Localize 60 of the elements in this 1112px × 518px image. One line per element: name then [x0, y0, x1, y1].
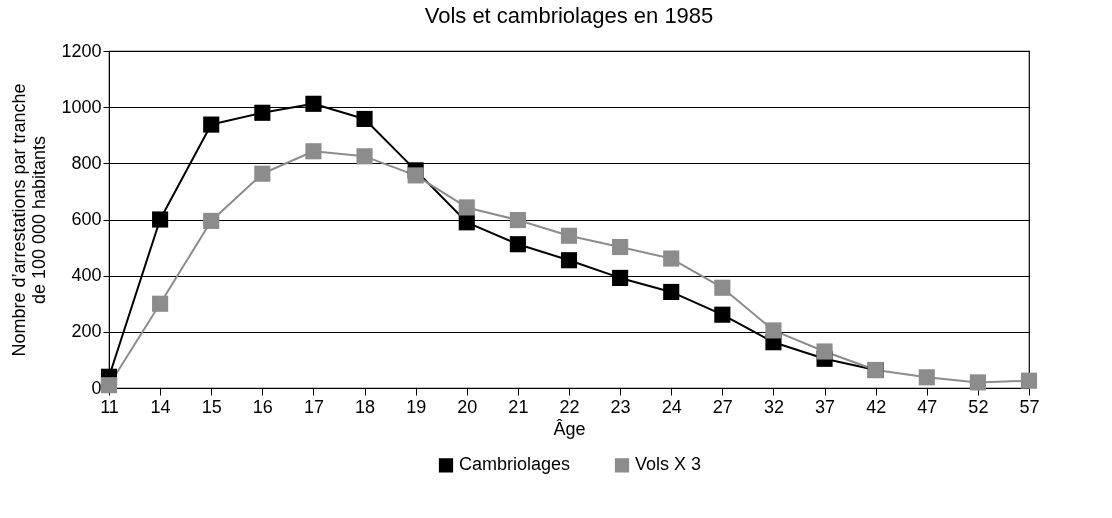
point — [918, 369, 935, 386]
x-tick-label: 24 — [661, 396, 682, 417]
x-tick-label: 23 — [610, 396, 631, 417]
point — [254, 165, 271, 182]
point — [663, 283, 680, 301]
point — [1020, 372, 1038, 389]
point — [356, 110, 373, 128]
y-tick-label: 0 — [91, 377, 102, 398]
x-tick-label: 21 — [508, 396, 529, 417]
x-tick-label: 20 — [457, 396, 478, 417]
y-tick-label: 400 — [71, 265, 102, 286]
x-tick-label: 17 — [303, 396, 324, 417]
point — [356, 148, 373, 165]
y-tick-label: 200 — [71, 321, 102, 342]
point — [254, 104, 271, 121]
legend-label: Cambriolages — [459, 454, 571, 475]
point — [100, 377, 118, 394]
point — [152, 295, 169, 312]
point — [203, 116, 220, 133]
y-axis-title: Nombre d’arrestations par tranche de 100 000 habitants — [9, 83, 50, 357]
point — [509, 212, 526, 229]
point — [305, 143, 322, 160]
point — [458, 214, 475, 231]
y-tick-label: 1000 — [61, 96, 102, 117]
y-tick-label: 600 — [71, 209, 102, 229]
point — [765, 322, 782, 339]
y-tick-label: 800 — [71, 152, 102, 173]
x-tick-label: 27 — [712, 396, 733, 417]
x-tick-label: 52 — [968, 396, 989, 417]
point — [663, 250, 680, 267]
point — [152, 211, 169, 228]
x-tick-label: 37 — [815, 396, 836, 417]
x-axis-title: Âge — [553, 418, 586, 439]
x-tick-label: 42 — [866, 396, 887, 417]
y-tick-label: 1200 — [61, 40, 102, 61]
x-tick-label: 19 — [406, 396, 427, 417]
x-tick-label: 57 — [1019, 396, 1040, 417]
point — [612, 238, 629, 256]
point — [714, 306, 731, 323]
point — [203, 212, 220, 229]
x-tick-label: 11 — [100, 396, 119, 417]
point — [969, 374, 986, 391]
x-tick-label: 16 — [252, 396, 273, 417]
point — [509, 236, 526, 253]
x-tick-label: 15 — [201, 396, 222, 417]
x-tick-label: 22 — [559, 396, 580, 417]
point — [305, 95, 322, 112]
chart-title: Vols et cambriolages en 1985 — [424, 3, 714, 28]
x-tick-label: 18 — [355, 396, 376, 417]
point — [458, 199, 475, 216]
point — [560, 252, 578, 269]
point — [407, 167, 424, 184]
point — [612, 269, 629, 286]
point — [816, 343, 833, 360]
x-tick-label: 14 — [150, 396, 171, 417]
point — [560, 227, 578, 244]
point — [714, 279, 731, 296]
x-tick-label: 47 — [917, 396, 938, 417]
legend-label: Vols X 3 — [635, 454, 702, 475]
x-tick-label: 32 — [763, 396, 784, 417]
